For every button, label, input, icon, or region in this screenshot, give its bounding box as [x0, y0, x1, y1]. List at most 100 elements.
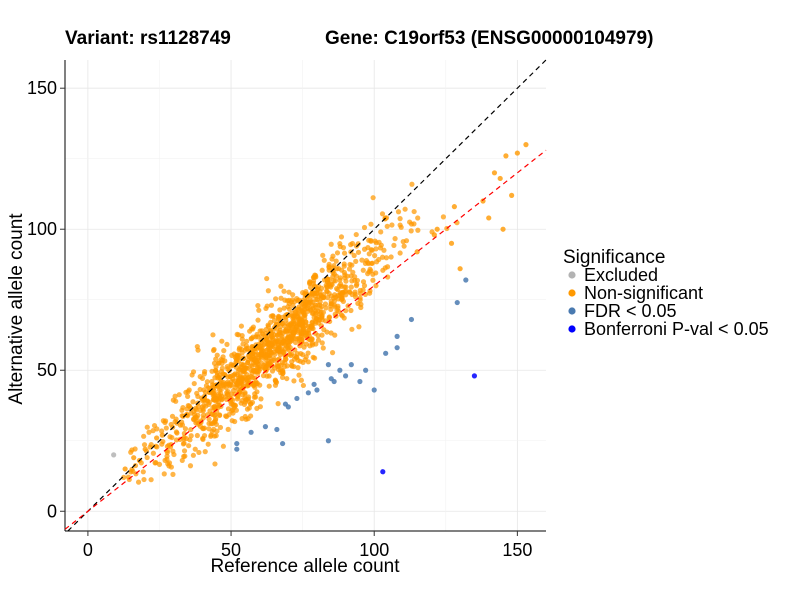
point-non-significant [252, 367, 258, 374]
point-non-significant [236, 345, 243, 351]
point-non-significant [263, 351, 270, 357]
point-non-significant [415, 227, 421, 233]
legend-entry-label: Bonferroni P-val < 0.05 [584, 319, 769, 339]
point-fdr-0-05 [274, 426, 280, 433]
point-non-significant [250, 375, 256, 381]
point-non-significant [340, 298, 346, 304]
point-non-significant [356, 324, 362, 330]
point-non-significant [167, 434, 173, 440]
point-non-significant [322, 318, 329, 324]
point-non-significant [206, 416, 212, 422]
point-non-significant [384, 264, 391, 270]
point-non-significant [274, 337, 280, 343]
point-non-significant [192, 446, 198, 452]
point-non-significant [226, 368, 232, 374]
point-non-significant [128, 469, 134, 475]
point-non-significant [397, 250, 403, 256]
point-non-significant [333, 258, 339, 264]
point-non-significant [303, 319, 309, 325]
point-non-significant [346, 289, 353, 295]
point-fdr-0-05 [234, 446, 240, 452]
point-non-significant [270, 313, 276, 320]
point-non-significant [248, 413, 254, 419]
point-fdr-0-05 [342, 373, 349, 379]
point-non-significant [360, 267, 366, 273]
point-non-significant [315, 317, 322, 323]
point-non-significant [190, 369, 197, 375]
point-non-significant [317, 311, 323, 317]
point-non-significant [500, 226, 506, 232]
point-non-significant [142, 446, 148, 452]
point-non-significant [180, 413, 186, 419]
point-fdr-0-05 [408, 316, 415, 323]
point-fdr-0-05 [348, 362, 354, 368]
point-non-significant [160, 418, 166, 424]
point-non-significant [312, 272, 318, 278]
point-non-significant [370, 195, 376, 201]
point-non-significant [415, 215, 421, 221]
point-fdr-0-05 [394, 333, 400, 339]
point-non-significant [279, 370, 286, 377]
point-non-significant [166, 442, 172, 448]
point-non-significant [391, 242, 397, 248]
point-non-significant [353, 231, 359, 238]
point-non-significant [172, 419, 178, 425]
point-non-significant [161, 471, 167, 477]
point-non-significant [411, 221, 417, 227]
point-non-significant [188, 405, 194, 411]
point-non-significant [242, 413, 248, 420]
point-non-significant [259, 360, 265, 366]
point-non-significant [317, 299, 323, 305]
legend: Significance ExcludedNon-significantFDR … [563, 247, 769, 339]
point-non-significant [163, 425, 169, 431]
point-non-significant [243, 343, 250, 349]
point-non-significant [244, 338, 250, 344]
plot-panel: 0 50 100 150 0 50 100 150 [27, 59, 547, 560]
point-fdr-0-05 [463, 277, 469, 283]
legend-entry-label: Non-significant [584, 283, 703, 303]
point-non-significant [159, 441, 165, 447]
point-non-significant [300, 382, 306, 389]
point-non-significant [355, 249, 362, 255]
point-non-significant [200, 412, 207, 418]
point-non-significant [350, 269, 356, 275]
point-non-significant [339, 294, 345, 300]
point-non-significant [302, 312, 308, 318]
point-non-significant [296, 372, 302, 378]
chart-title-variant: Variant: rs1128749 [65, 28, 231, 49]
point-non-significant [213, 396, 219, 402]
point-non-significant [451, 204, 457, 210]
point-non-significant [287, 351, 293, 357]
point-non-significant [434, 226, 440, 232]
point-non-significant [221, 372, 228, 378]
legend-marker [568, 307, 576, 315]
point-non-significant [277, 307, 283, 313]
point-non-significant [190, 399, 196, 405]
point-non-significant [367, 290, 373, 296]
point-fdr-0-05 [325, 438, 331, 444]
point-non-significant [300, 326, 306, 332]
point-non-significant [294, 306, 301, 312]
point-non-significant [144, 424, 150, 430]
point-non-significant [188, 410, 194, 416]
point-non-significant [291, 299, 298, 305]
point-non-significant [302, 291, 308, 297]
point-fdr-0-05 [363, 367, 369, 373]
point-non-significant [349, 262, 355, 268]
point-non-significant [239, 398, 245, 404]
point-non-significant [320, 345, 326, 351]
point-non-significant [208, 432, 214, 438]
point-non-significant [223, 413, 230, 420]
point-non-significant [349, 240, 356, 247]
point-fdr-0-05 [262, 424, 269, 430]
x-tick-label: 50 [221, 540, 241, 560]
point-non-significant [326, 315, 332, 321]
point-non-significant [165, 461, 171, 467]
point-non-significant [230, 401, 236, 407]
point-non-significant [357, 287, 363, 294]
point-non-significant [209, 421, 216, 427]
point-non-significant [523, 142, 529, 148]
point-non-significant [150, 450, 156, 456]
point-non-significant [295, 335, 302, 341]
point-non-significant [480, 198, 486, 204]
